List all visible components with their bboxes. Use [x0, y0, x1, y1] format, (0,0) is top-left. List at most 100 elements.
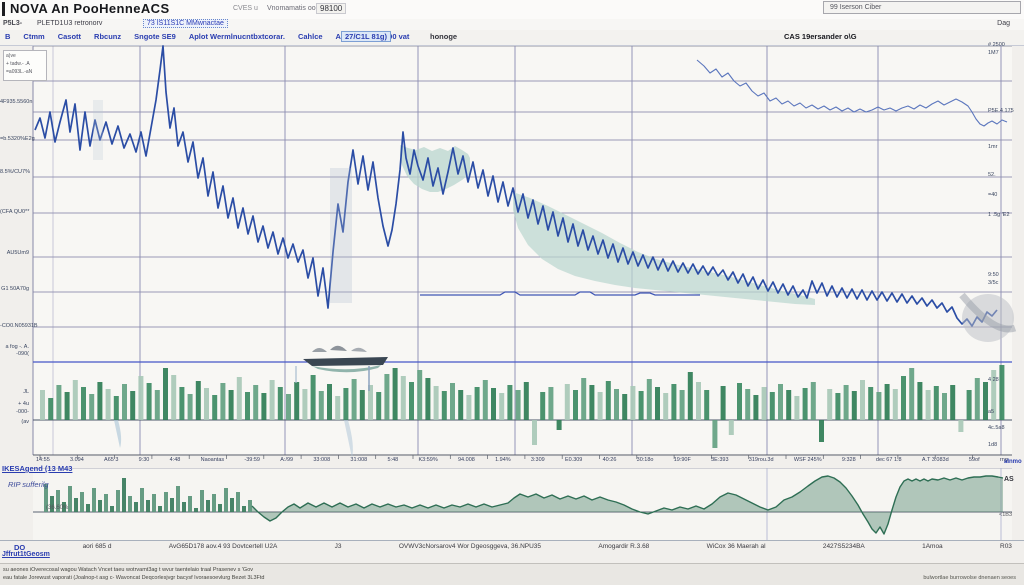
- y-axis-label: AU5Um9: [6, 250, 29, 256]
- x-axis-tick-label: A:/99: [280, 457, 294, 463]
- toolbar-row: P5L3- PLETD1U3 retronorv 73 IS11S1C MMwn…: [0, 19, 1024, 31]
- volume-label-right: 4c.5a8: [988, 425, 1005, 431]
- x-axis-tick-label: 1.94%: [495, 457, 511, 463]
- x-axis-tick-label: dec 67 1.8: [875, 457, 902, 463]
- status-item: AvG65D178 aov.4 93 Dovtcertell U2A: [168, 543, 278, 550]
- status-item: R03: [1000, 543, 1012, 550]
- x-axis-tick-label: 4:48: [169, 457, 181, 463]
- y-axis-label: -CO0.N05931B: [0, 323, 38, 329]
- x-axis-tick-label: 59of: [968, 457, 980, 463]
- y-axis-label: =b.5320%E2g: [0, 136, 35, 142]
- title-accent-bar: [2, 2, 5, 16]
- chart-legend: a)ve + tadw.- .A =a093L.-aN: [3, 50, 47, 81]
- toolbar-prefix: P5L3-: [3, 20, 23, 27]
- volume-label-right: a5: [988, 409, 995, 415]
- footer-line-1: su aeones iOverecosal wagou Watach Vncet…: [3, 567, 254, 573]
- x-axis-tick-label: 9:30: [138, 457, 150, 463]
- x-axis-tick-label: 94.008: [457, 457, 475, 463]
- price-axis-left: 4F935.5560n =b.5320%E2g 8.5%/CU7% (CFA QU0*…: [0, 0, 38, 585]
- x-axis-tick-label: -39:59: [244, 457, 260, 463]
- volume-label: JL: [23, 389, 29, 395]
- x-axis-tick-label: 40:26: [602, 457, 617, 463]
- status-item: OVWV3cNorsarov4 Wor Dgeosggeva, 36.NPU35: [398, 543, 542, 550]
- x-axis-tick-label: A.T 3.083d: [921, 457, 949, 463]
- menu-item[interactable]: Rbcunz: [94, 32, 122, 41]
- x-axis-right-note[interactable]: alnmo: [1004, 459, 1022, 465]
- status-items: DO aori 685 d AvG65D178 aov.4 93 Dovtcerte…: [14, 543, 1012, 552]
- app-title: NOVA An PooHenneACS: [10, 1, 170, 16]
- status-link[interactable]: Jffrut1tGeosm: [2, 551, 50, 558]
- x-axis-tick-label: 3.094: [70, 457, 84, 463]
- legend-line: =a093L.-aN: [6, 69, 33, 75]
- volume-label: a fog -. A.: [5, 344, 29, 350]
- x-axis-tick-label: K3:59%: [418, 457, 438, 463]
- status-item: J3: [334, 543, 342, 550]
- x-axis-tick-label: 30:18o: [636, 457, 654, 463]
- legend-line: a)ve: [6, 53, 16, 59]
- volume-label: (av: [21, 419, 29, 425]
- y-axis-label: G1 50A70g: [1, 286, 29, 292]
- x-axis-tick-label: E0.309: [564, 457, 583, 463]
- status-item: WiCox 36 Maerah al: [706, 543, 766, 550]
- x-axis-tick-label: 3:309: [530, 457, 545, 463]
- x-axis-tick-label: rng: [999, 457, 1008, 463]
- volume-label-right: 4 28: [988, 377, 999, 383]
- x-axis-tick-label: 319rou.3d: [748, 457, 774, 463]
- toolbar-label: PLETD1U3 retronorv: [37, 20, 103, 27]
- y-axis-label: (CFA QU0**: [0, 209, 30, 215]
- x-axis-tick-label: 9:328: [841, 457, 856, 463]
- menu-item[interactable]: Casott: [57, 32, 82, 41]
- y-axis-label-right: # 2500: [988, 42, 1005, 48]
- x-axis-tick-label: 14:55: [36, 457, 50, 463]
- x-axis-tick-label: 33:008: [313, 457, 331, 463]
- volume-axis-right: 4 28 a5 4c.5a8 1d8: [988, 0, 1024, 585]
- indicator-right-label-2: <1B3: [999, 512, 1012, 518]
- x-axis-tick-label: 5:48: [387, 457, 399, 463]
- indicator-title-link[interactable]: IKESAgend (13 M43: [2, 464, 73, 473]
- toolbar-right-label: Dag: [997, 20, 1010, 27]
- menu-item[interactable]: B: [5, 32, 11, 41]
- volume-axis-left: a fog -. A. -090( JL + 4u -000- (av: [0, 0, 31, 585]
- y-axis-label-right: 3/5c: [988, 280, 999, 286]
- menu-item-extra[interactable]: honoge: [430, 32, 458, 41]
- symbol-field[interactable]: 73 IS11S1C MMwnactae: [143, 19, 228, 28]
- menu-item[interactable]: Cahlce: [297, 32, 323, 41]
- x-axis-tick-label: 19:90F: [673, 457, 691, 463]
- status-item: DO: [14, 543, 26, 552]
- menu-bar: B Ctmm Casott Rbcunz Sngote SE9 Aplot Wermlnu…: [0, 30, 1024, 46]
- footer-right-note: bulwortlae burrowolse dnenaen seoes: [923, 575, 1016, 581]
- x-axis-tick-label: WSF 245%: [793, 457, 822, 463]
- indicator-name-label: RIP sufferilg: [8, 480, 49, 489]
- menu-item[interactable]: Ctmm: [23, 32, 45, 41]
- indicator-right-label: AS: [1004, 476, 1014, 483]
- menu-right-status: CAS 19ersander o\G: [784, 32, 857, 41]
- x-axis-labels: 14:55 3.094 A65 3 9:30 4:48 Naoantas -39:59 A:/…: [36, 457, 1008, 467]
- footer-strip: su aeones iOverecosal wagou Watach Vncet…: [0, 563, 1024, 585]
- y-axis-label-right: 1 .5g 'E2: [988, 212, 1010, 218]
- y-axis-label-right: P5E.4 175: [988, 108, 1014, 114]
- title-note: CVES u: [233, 5, 258, 12]
- menu-item[interactable]: Sngote SE9: [134, 32, 176, 41]
- legend-line: + tadw.- .A: [6, 61, 30, 67]
- status-item: 2427S5234BA: [822, 543, 865, 550]
- volume-label: -090(: [16, 351, 29, 357]
- menu-item-selected[interactable]: 27/C1L 81g): [341, 31, 391, 42]
- x-axis-tick-label: 3E:393: [711, 457, 729, 463]
- volume-label: -000-: [16, 409, 29, 415]
- volume-label: + 4u: [18, 401, 29, 407]
- indicator-panel[interactable]: [33, 468, 1012, 542]
- x-axis-tick-label: Naoantas: [200, 457, 225, 463]
- y-axis-label: 4F935.5560n: [0, 99, 33, 105]
- y-axis-label: 8.5%/CU7%: [0, 169, 30, 175]
- volume-label-right: 1d8: [988, 442, 998, 448]
- menu-item[interactable]: Aplot Wermlnucntbxtcorar.: [188, 32, 285, 41]
- session-button[interactable]: 99 Iserson Ciber: [823, 1, 1021, 14]
- indicator-value: (36.60%: [46, 505, 69, 511]
- status-item: aori 685 d: [82, 543, 112, 550]
- status-item: Amogardir R.3.68: [598, 543, 650, 550]
- y-axis-label-right: 1mr: [988, 144, 998, 150]
- y-axis-label-right: 52.: [988, 172, 996, 178]
- y-axis-label-right: 9:50: [988, 272, 999, 278]
- x-axis-tick-label: A65 3: [104, 457, 119, 463]
